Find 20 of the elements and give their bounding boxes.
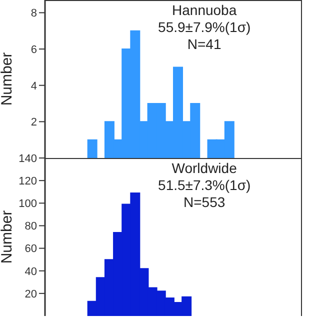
annotation: 51.5±7.3%(1σ) — [157, 177, 252, 194]
bar — [87, 139, 98, 158]
annotation: Worldwide — [170, 160, 238, 177]
y-tick-label: 100 — [18, 198, 37, 210]
annotation: N=553 — [182, 194, 226, 211]
y-tick-label: 40 — [24, 266, 37, 278]
y-axis-title: Number — [0, 52, 16, 106]
y-tick-label: 120 — [18, 175, 37, 188]
y-tick-label: 20 — [24, 288, 37, 300]
y-tick-label: 6 — [30, 44, 37, 56]
y-tick-label: 8 — [30, 8, 37, 20]
y-tick-label: 4 — [30, 80, 37, 92]
y-tick-label: 60 — [24, 243, 37, 256]
y-tick-label: 80 — [24, 220, 37, 233]
y-tick-label: 2 — [30, 116, 37, 129]
annotation: Hannuoba — [171, 2, 238, 19]
y-axis-title: Number — [0, 210, 16, 264]
annotation: 55.9±7.9%(1σ) — [157, 19, 252, 36]
y-tick-label: 140 — [18, 152, 37, 165]
annotation: N=41 — [186, 36, 222, 53]
